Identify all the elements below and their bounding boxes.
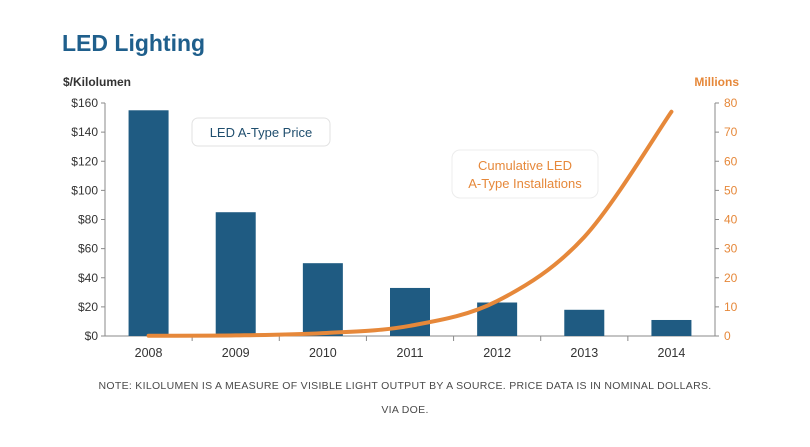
left-tick-label: $0 — [85, 329, 99, 343]
left-tick-label: $120 — [71, 154, 98, 168]
price-bar — [215, 212, 256, 336]
installations-legend-label: A-Type Installations — [468, 176, 582, 191]
right-axis-label: Millions — [694, 75, 739, 89]
left-tick-label: $40 — [78, 271, 98, 285]
price-bar — [651, 319, 692, 336]
right-tick-label: 40 — [724, 213, 738, 227]
x-tick-label: 2014 — [658, 346, 686, 360]
price-bar — [128, 110, 169, 336]
left-tick-label: $80 — [78, 213, 98, 227]
left-tick-label: $160 — [71, 96, 98, 110]
x-tick-label: 2011 — [397, 346, 424, 360]
price-legend-label: LED A-Type Price — [210, 125, 313, 140]
left-tick-label: $60 — [78, 242, 98, 256]
price-legend-box — [191, 117, 331, 147]
x-tick-label: 2008 — [135, 346, 163, 360]
x-tick-label: 2009 — [222, 346, 250, 360]
chart-title: LED Lighting — [62, 30, 206, 56]
right-tick-label: 10 — [724, 300, 738, 314]
installations-legend-box — [451, 149, 599, 199]
left-tick-label: $20 — [78, 300, 98, 314]
x-tick-label: 2010 — [309, 346, 337, 360]
right-tick-label: 80 — [724, 96, 738, 110]
right-tick-label: 70 — [724, 125, 738, 139]
installations-line — [146, 109, 674, 338]
footer-note: NOTE: KILOLUMEN IS A MEASURE OF VISIBLE … — [98, 380, 712, 392]
right-tick-label: 20 — [724, 271, 738, 285]
right-tick-label: 60 — [724, 154, 738, 168]
right-tick-label: 50 — [724, 183, 738, 197]
price-bar — [564, 309, 605, 336]
footer-source: VIA DOE. — [381, 404, 429, 416]
price-bar — [302, 263, 343, 336]
x-tick-label: 2012 — [483, 346, 511, 360]
left-tick-label: $140 — [71, 125, 98, 139]
x-tick-label: 2013 — [570, 346, 598, 360]
left-tick-label: $100 — [71, 183, 98, 197]
installations-legend-label: Cumulative LED — [478, 158, 572, 173]
right-tick-label: 30 — [724, 242, 738, 256]
left-axis-label: $/Kilolumen — [63, 75, 131, 89]
right-tick-label: 0 — [724, 329, 731, 343]
